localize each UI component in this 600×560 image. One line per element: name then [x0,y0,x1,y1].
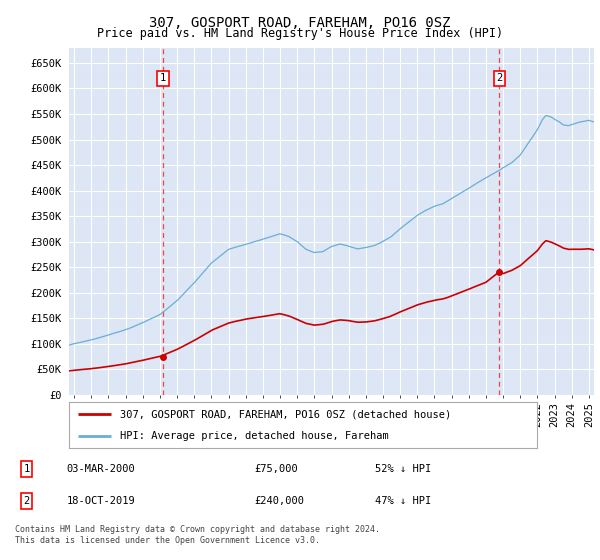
Text: 18-OCT-2019: 18-OCT-2019 [67,496,136,506]
Text: Contains HM Land Registry data © Crown copyright and database right 2024.
This d: Contains HM Land Registry data © Crown c… [15,525,380,545]
Text: 1: 1 [160,73,166,83]
Text: 2: 2 [496,73,503,83]
Text: HPI: Average price, detached house, Fareham: HPI: Average price, detached house, Fare… [121,431,389,441]
Text: 47% ↓ HPI: 47% ↓ HPI [375,496,431,506]
Text: 03-MAR-2000: 03-MAR-2000 [67,464,136,474]
Text: 307, GOSPORT ROAD, FAREHAM, PO16 0SZ (detached house): 307, GOSPORT ROAD, FAREHAM, PO16 0SZ (de… [121,409,452,419]
Text: 52% ↓ HPI: 52% ↓ HPI [375,464,431,474]
Text: 2: 2 [23,496,29,506]
Text: 1: 1 [23,464,29,474]
Text: Price paid vs. HM Land Registry's House Price Index (HPI): Price paid vs. HM Land Registry's House … [97,27,503,40]
Text: £240,000: £240,000 [254,496,304,506]
Text: 307, GOSPORT ROAD, FAREHAM, PO16 0SZ: 307, GOSPORT ROAD, FAREHAM, PO16 0SZ [149,16,451,30]
Text: £75,000: £75,000 [254,464,298,474]
